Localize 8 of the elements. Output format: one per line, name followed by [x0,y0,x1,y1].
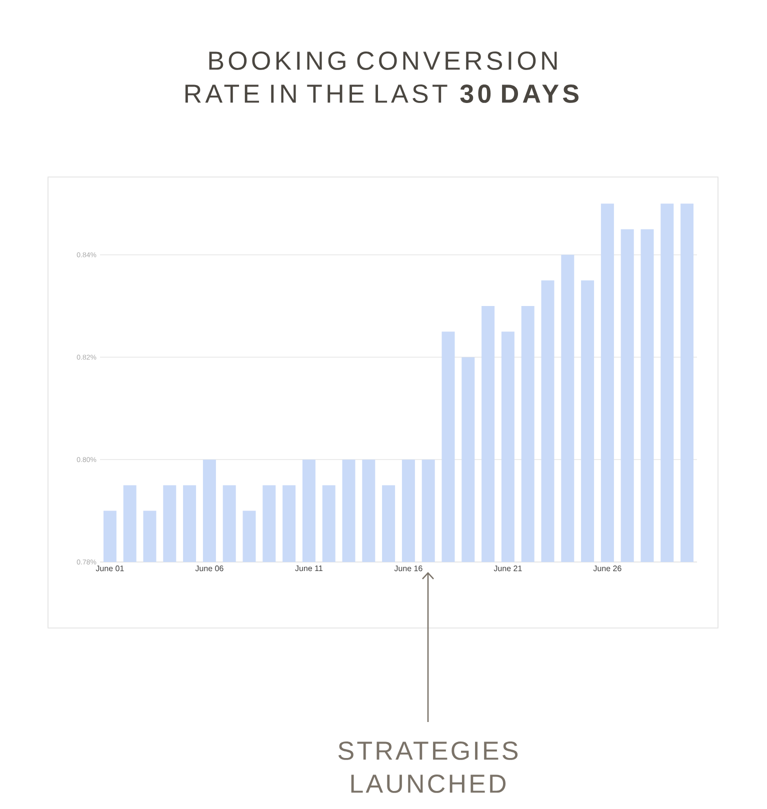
chart-title: BOOKING CONVERSION RATE IN THE LAST 30 DAYS [185,52,578,103]
x-tick-label: June 21 [494,566,522,572]
x-tick-label: June 26 [593,566,622,572]
text: STRATEGIES LAUNCHED [338,742,518,793]
x-tick-label: June 06 [195,566,224,572]
x-tick-label: June 01 [96,566,124,572]
x-tick-label: June 16 [394,566,422,572]
x-tick-label: June 11 [295,566,322,572]
